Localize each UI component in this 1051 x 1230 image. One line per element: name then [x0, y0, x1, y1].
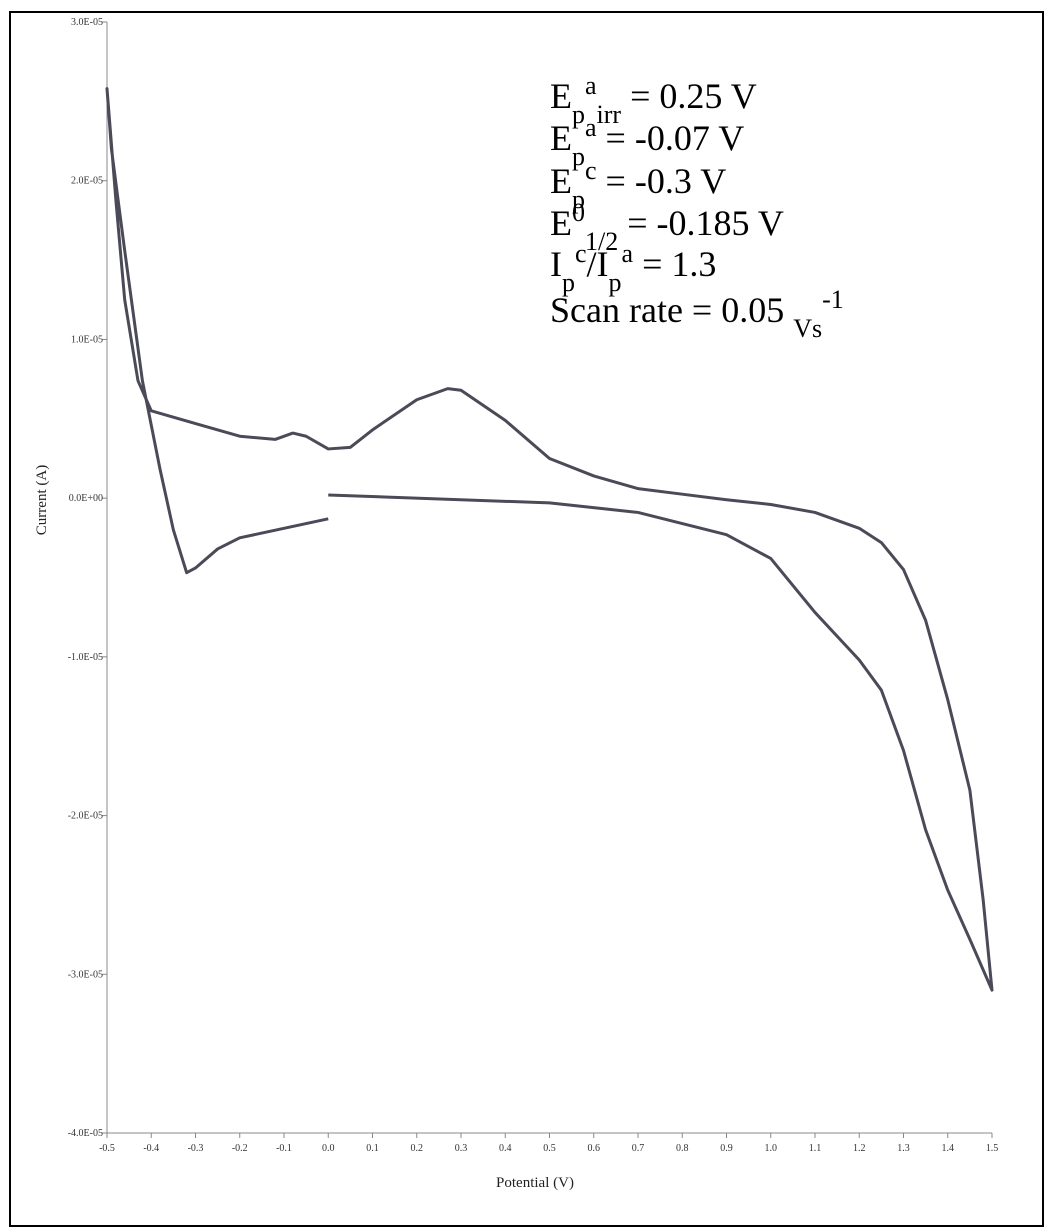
annotation-part: -1	[822, 285, 844, 314]
y-tick-label: 0.0E+00	[69, 493, 103, 504]
y-tick-label: -3.0E-05	[68, 969, 103, 980]
annotation-part: irr	[597, 100, 622, 129]
annotation-part: p	[572, 100, 585, 129]
annotation-part: p	[562, 268, 575, 297]
y-tick-label: -4.0E-05	[68, 1128, 103, 1139]
x-tick-label: 0.1	[366, 1143, 379, 1154]
y-tick-label: -1.0E-05	[68, 652, 103, 663]
annotation-part: E	[550, 76, 572, 116]
y-tick-label: 2.0E-05	[71, 176, 103, 187]
annotation-part: E	[550, 161, 572, 201]
annotation-part: = 1.3	[633, 244, 716, 284]
annotation-part: = 0.25 V	[621, 76, 757, 116]
annotation: Epa = -0.07 V	[550, 113, 744, 171]
x-tick-label: 0.5	[543, 1143, 556, 1154]
x-tick-label: 0.7	[632, 1143, 645, 1154]
annotation-part: a	[585, 71, 597, 100]
annotation-part: I	[550, 244, 562, 284]
x-tick-label: 1.3	[897, 1143, 910, 1154]
annotation-part: E	[550, 203, 572, 243]
x-tick-label: -0.4	[143, 1143, 159, 1154]
y-axis-title: Current (A)	[34, 465, 50, 535]
annotation-part: E	[550, 118, 572, 158]
x-tick-label: 0.9	[720, 1143, 733, 1154]
annotation-part: a	[622, 239, 634, 268]
frame	[9, 11, 1044, 1227]
x-tick-label: 0.8	[676, 1143, 689, 1154]
annotation-part: p	[572, 142, 585, 171]
annotation-part: = -0.185 V	[618, 203, 784, 243]
annotation-part: c	[585, 156, 597, 185]
x-tick-label: 1.2	[853, 1143, 866, 1154]
cv-curve	[105, 87, 994, 992]
annotation-part: /I	[587, 244, 609, 284]
x-tick-label: 1.5	[986, 1143, 999, 1154]
annotation-part: Scan rate = 0.05	[550, 290, 793, 330]
x-tick-label: 1.0	[765, 1143, 778, 1154]
x-tick-label: 0.2	[411, 1143, 424, 1154]
x-tick-label: -0.5	[99, 1143, 115, 1154]
x-tick-label: 0.3	[455, 1143, 468, 1154]
annotation: Ipc/Ipa = 1.3	[550, 239, 716, 297]
x-tick-label: -0.2	[232, 1143, 248, 1154]
y-tick-label: 3.0E-05	[71, 17, 103, 28]
y-tick-label: 1.0E-05	[71, 334, 103, 345]
annotation: Epairr = 0.25 V	[550, 71, 757, 129]
annotation: E01/2 = -0.185 V	[550, 198, 784, 256]
annotation-part: = -0.3 V	[597, 161, 727, 201]
annotation-part: Vs	[793, 314, 822, 343]
x-axis-title: Potential (V)	[496, 1175, 574, 1191]
annotation-part: 1/2	[585, 227, 618, 256]
annotation-part: = -0.07 V	[597, 118, 745, 158]
x-tick-label: 1.1	[809, 1143, 822, 1154]
x-tick-label: 0.6	[588, 1143, 601, 1154]
annotation: Scan rate = 0.05 Vs-1	[550, 285, 844, 343]
x-tick-label: 0.4	[499, 1143, 512, 1154]
annotation-part: a	[585, 113, 597, 142]
x-tick-label: 1.4	[942, 1143, 955, 1154]
annotation-part: p	[609, 268, 622, 297]
x-tick-label: -0.1	[276, 1143, 292, 1154]
x-tick-label: -0.3	[188, 1143, 204, 1154]
annotation-part: p	[572, 185, 585, 214]
x-tick-label: 0.0	[322, 1143, 335, 1154]
y-tick-label: -2.0E-05	[68, 811, 103, 822]
annotation-part: c	[575, 239, 587, 268]
annotation-part: 0	[572, 198, 585, 227]
annotation: Epc = -0.3 V	[550, 156, 726, 214]
